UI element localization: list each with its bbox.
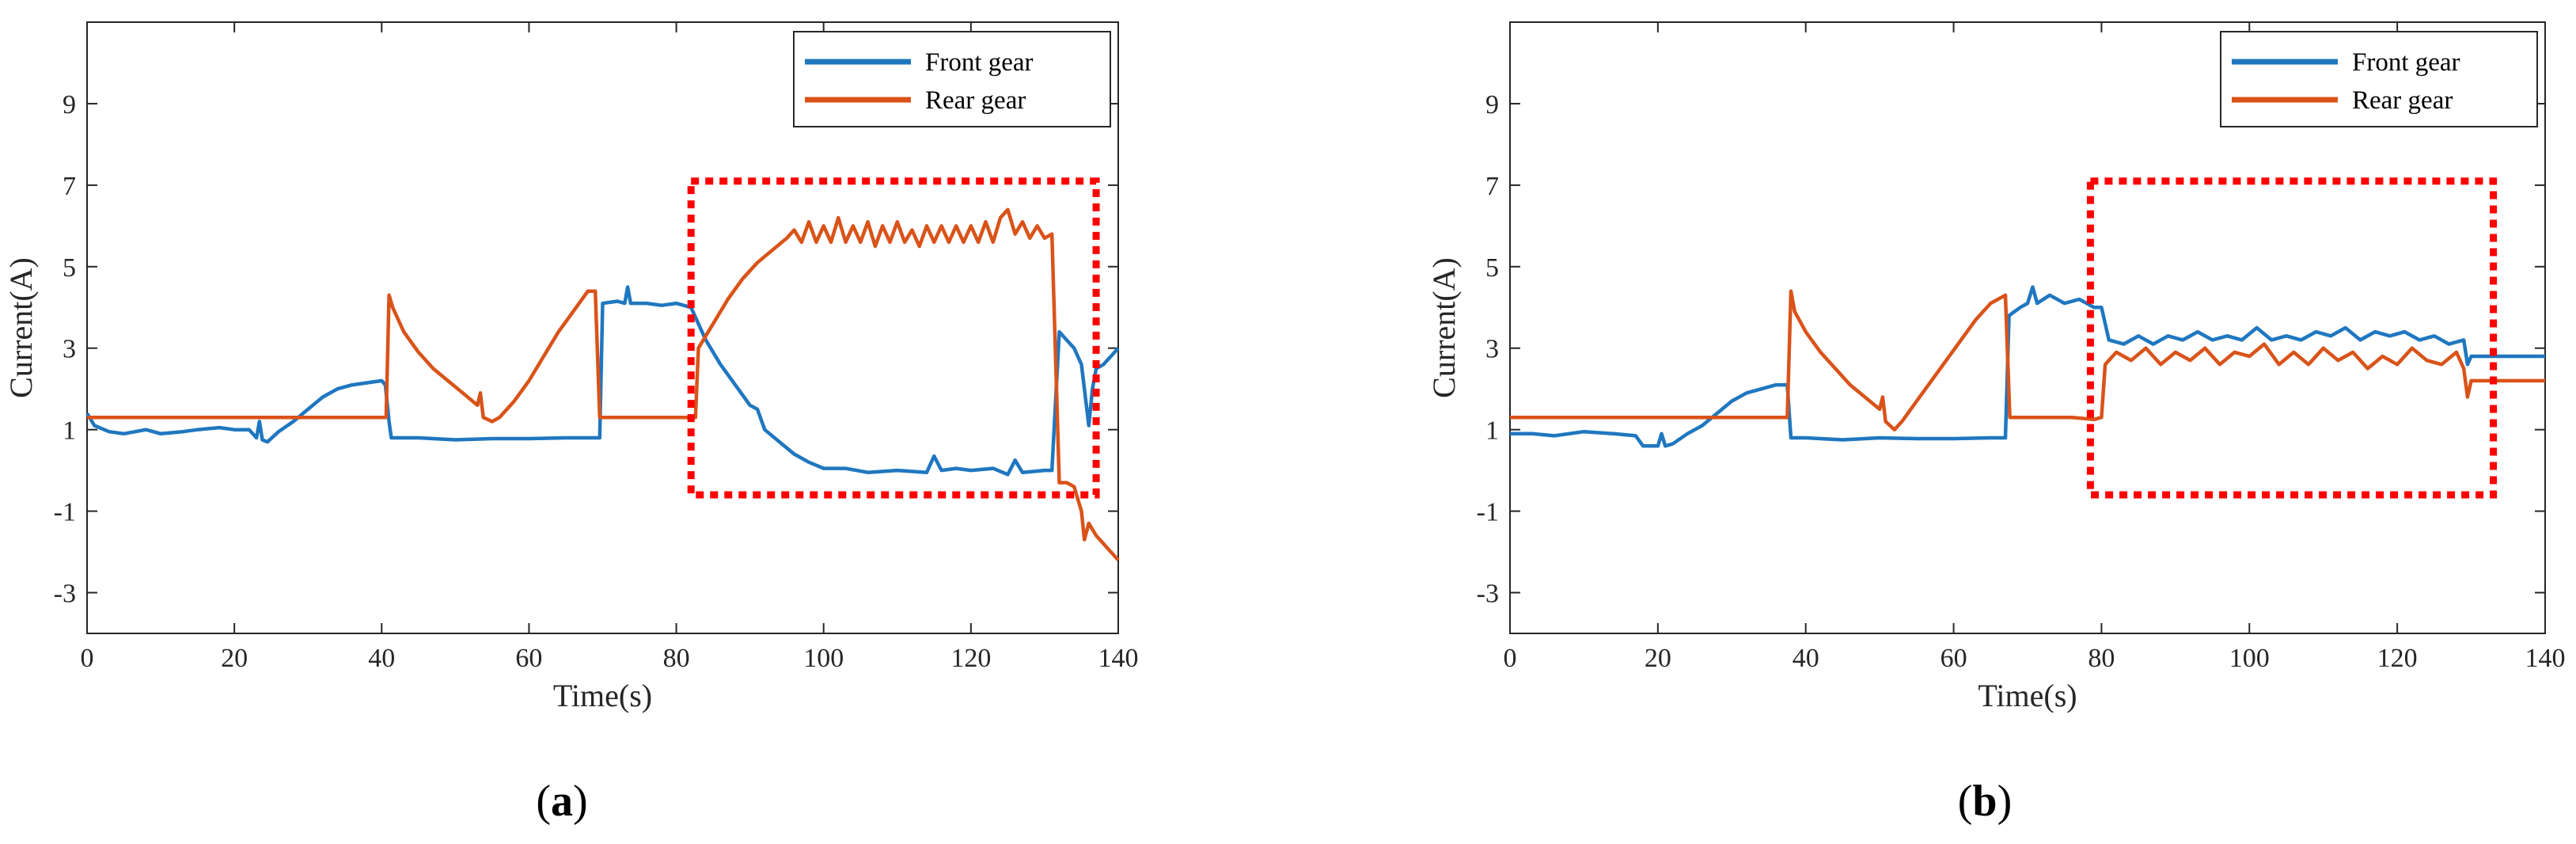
panel-label: (a) bbox=[536, 777, 587, 826]
x-tick-label: 100 bbox=[2229, 644, 2270, 673]
panel-label-open: ( bbox=[1958, 777, 1973, 826]
x-tick-label: 0 bbox=[81, 644, 94, 673]
plot-frame bbox=[1509, 21, 2546, 634]
y-tick-label: 9 bbox=[1485, 90, 1499, 120]
legend-label: Front gear bbox=[925, 48, 1034, 77]
y-tick-label: 3 bbox=[1485, 335, 1499, 364]
x-tick-label: 60 bbox=[1941, 644, 1967, 673]
panel-label-close: ) bbox=[573, 777, 588, 826]
y-tick-label: -1 bbox=[54, 498, 76, 527]
x-axis-label: Time(s) bbox=[553, 678, 652, 713]
x-tick-label: 0 bbox=[1504, 644, 1517, 673]
x-tick-label: 80 bbox=[2088, 644, 2115, 673]
legend-box bbox=[2220, 31, 2538, 127]
panel-label-open: ( bbox=[536, 777, 551, 826]
series-line-rear-gear bbox=[87, 207, 1120, 561]
x-axis-label: Time(s) bbox=[1978, 678, 2077, 713]
y-tick-label: -1 bbox=[1477, 498, 1499, 527]
series-line-front-gear bbox=[85, 285, 1120, 477]
legend-label: Front gear bbox=[2352, 48, 2460, 77]
y-axis-label: Current(A) bbox=[1426, 257, 1462, 398]
plot-frame bbox=[86, 21, 1119, 634]
x-tick-label: 60 bbox=[515, 644, 542, 673]
chart-panel-b: 0 20 40 60 80 100 120 140 -3 -1 1 3 5 7 9 Time(s) Curren… bbox=[1426, 21, 2566, 826]
legend-label: Rear gear bbox=[2352, 86, 2453, 115]
y-tick-label: 5 bbox=[1485, 253, 1499, 283]
chart-panel-a: 0 20 40 60 80 100 120 140 -3 -1 1 3 5 7 9 Time(s) Curren… bbox=[3, 21, 1139, 826]
y-tick-label: 1 bbox=[1485, 416, 1499, 446]
highlight-box bbox=[2086, 177, 2498, 499]
y-tick-label: 5 bbox=[63, 253, 76, 283]
series-line-rear-gear bbox=[1510, 289, 2545, 432]
y-tick-label: 1 bbox=[63, 416, 76, 446]
x-tick-label: 120 bbox=[2377, 644, 2418, 673]
x-tick-label: 100 bbox=[803, 644, 844, 673]
x-tick-label: 20 bbox=[221, 644, 248, 673]
y-tick-label: -3 bbox=[1477, 580, 1499, 609]
y-axis-label: Current(A) bbox=[3, 257, 39, 398]
panel-label-letter: b bbox=[1972, 777, 1997, 826]
series-line-front-gear bbox=[1510, 285, 2545, 448]
x-tick-label: 40 bbox=[1793, 644, 1819, 673]
x-tick-label: 120 bbox=[950, 644, 991, 673]
x-tick-label: 140 bbox=[1098, 644, 1139, 673]
panel-label-close: ) bbox=[1997, 777, 2013, 826]
y-tick-label: -3 bbox=[54, 580, 76, 609]
legend-box bbox=[793, 31, 1111, 127]
y-tick-label: 3 bbox=[63, 335, 76, 364]
panel-label-letter: a bbox=[551, 777, 573, 826]
x-tick-label: 40 bbox=[368, 644, 395, 673]
legend-label: Rear gear bbox=[925, 86, 1026, 115]
y-tick-label: 7 bbox=[63, 172, 76, 201]
panel-label: (b) bbox=[1958, 777, 2012, 826]
y-tick-label: 7 bbox=[1485, 172, 1499, 201]
y-tick-label: 9 bbox=[63, 90, 76, 120]
x-tick-label: 20 bbox=[1645, 644, 1671, 673]
x-tick-label: 140 bbox=[2525, 644, 2566, 673]
highlight-box bbox=[687, 177, 1100, 499]
x-tick-label: 80 bbox=[663, 644, 690, 673]
